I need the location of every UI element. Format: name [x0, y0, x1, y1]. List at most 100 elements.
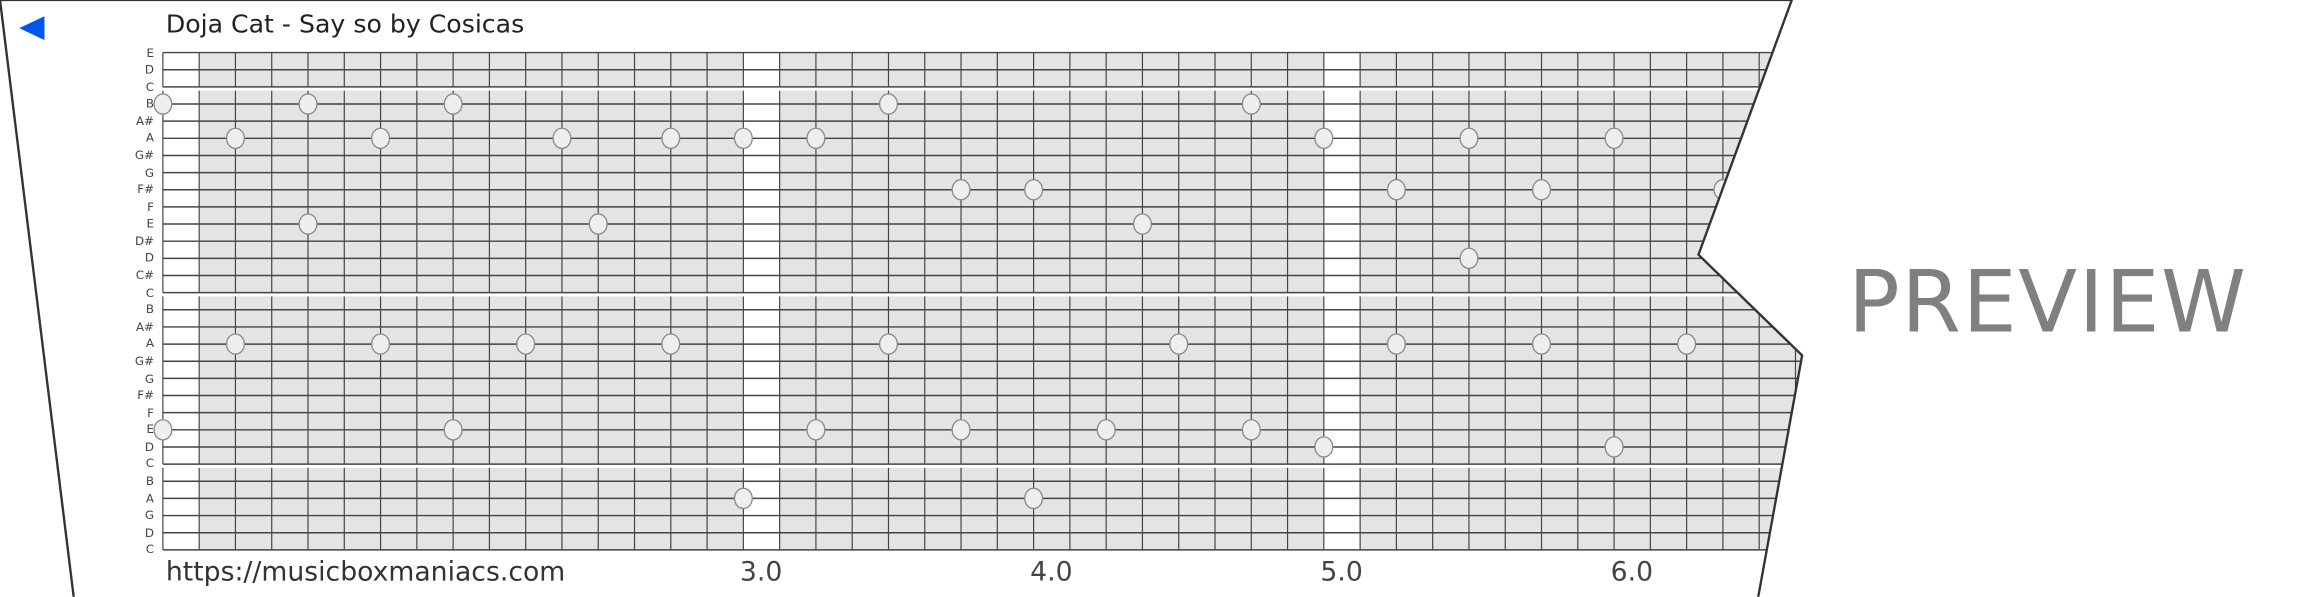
note-hole	[1169, 333, 1189, 355]
pitch-label: C#	[135, 268, 155, 283]
note-hole	[371, 127, 391, 150]
note-hole	[1241, 93, 1261, 115]
strip-outline	[0, 0, 1804, 597]
grid-cell-column	[1722, 467, 1760, 550]
note-hole	[225, 333, 245, 355]
back-arrow-icon[interactable]	[19, 16, 45, 40]
time-tick-label: 5.0	[1320, 556, 1363, 588]
grid-cell-column	[1468, 467, 1506, 550]
note-hole	[1024, 487, 1044, 510]
grid-cell-column	[1505, 296, 1542, 465]
pitch-label: G	[144, 371, 155, 386]
grid-cell-column	[308, 467, 345, 550]
grid-cell-column	[961, 296, 998, 465]
pitch-label: C	[145, 285, 155, 300]
site-url[interactable]: https://musicboxmaniacs.com	[165, 556, 566, 588]
grid-cell-column	[380, 467, 417, 550]
grid-cell-column	[852, 296, 889, 465]
grid-cell-column	[1759, 467, 1796, 550]
grid-cell-column	[1468, 296, 1506, 465]
note-hole	[298, 213, 318, 235]
note-hole	[733, 127, 753, 150]
grid-cell-column	[888, 296, 925, 465]
note-hole	[1241, 419, 1261, 441]
grid-cell-column	[997, 296, 1034, 465]
grid-cell-column	[489, 296, 526, 465]
grid-cell-column	[1251, 296, 1288, 465]
pitch-label: D	[144, 251, 155, 265]
grid-cell-column	[1360, 467, 1397, 550]
grid-cell-column	[1541, 467, 1578, 550]
grid-cell-column	[1033, 296, 1070, 465]
pitch-label: F#	[137, 183, 155, 197]
grid-cell-column	[416, 467, 454, 550]
grid-cell-column	[199, 296, 236, 465]
pitch-label: G#	[134, 148, 155, 163]
grid-cell-column	[1505, 467, 1542, 550]
grid-cell-column	[1214, 467, 1252, 550]
pitch-label: G#	[134, 354, 155, 368]
note-hole	[298, 93, 318, 115]
note-hole	[1677, 333, 1697, 355]
grid-cell-column	[235, 467, 272, 550]
note-hole	[516, 333, 536, 355]
grid-cell-column	[924, 296, 962, 465]
pitch-label: D	[144, 63, 155, 77]
note-hole	[1604, 127, 1624, 150]
note-hole	[1604, 436, 1624, 458]
note-hole	[951, 419, 971, 441]
grid-cell-column	[1795, 90, 1803, 293]
note-hole	[1531, 179, 1552, 201]
grid-cell-column	[1686, 296, 1723, 465]
pitch-label: E	[146, 217, 155, 231]
grid-cell-column	[598, 467, 635, 550]
grid-cell-column	[1069, 296, 1107, 465]
grid-cell-column	[235, 296, 272, 465]
grid-cell-column	[1577, 467, 1615, 550]
note-hole	[806, 419, 826, 441]
time-tick-label: 3.0	[739, 556, 783, 588]
grid-cell-column	[997, 467, 1034, 550]
grid-cell-column	[1795, 296, 1803, 465]
pitch-label: F#	[137, 388, 155, 403]
grid-cell-column	[1142, 296, 1179, 465]
note-hole	[1459, 127, 1479, 150]
pitch-label: C	[145, 457, 155, 471]
song-title: Doja Cat - Say so by Cosicas	[165, 10, 525, 40]
note-hole	[1531, 333, 1552, 355]
grid-cell-column	[634, 467, 671, 550]
pitch-label: E	[146, 45, 155, 60]
grid-cell-column	[815, 467, 853, 550]
grid-cell-column	[1287, 296, 1324, 465]
grid-cell-column	[1614, 467, 1651, 550]
pitch-label: F	[147, 405, 155, 420]
grid-cell-column	[1033, 467, 1070, 550]
pitch-label: D	[144, 440, 155, 454]
grid-cell-column	[1106, 296, 1143, 465]
note-hole	[1024, 179, 1044, 201]
pitch-label: B	[145, 474, 155, 488]
time-tick-label: 6.0	[1610, 556, 1654, 588]
note-hole	[1314, 127, 1334, 150]
pitch-label: D#	[134, 234, 155, 248]
grid-cell-column	[707, 296, 744, 465]
note-hole	[661, 127, 681, 150]
grid-cell-column	[344, 467, 381, 550]
grid-cell-column	[1396, 467, 1433, 550]
note-hole	[371, 333, 391, 355]
note-hole	[1386, 333, 1406, 355]
grid-cell-column	[1178, 296, 1215, 465]
note-hole	[1314, 436, 1334, 458]
grid-cell-column	[1795, 467, 1803, 550]
grid-cell-column	[1686, 467, 1723, 550]
pitch-label: E	[146, 423, 155, 437]
note-hole	[153, 419, 173, 441]
note-hole	[1096, 419, 1116, 441]
pitch-label: A#	[135, 320, 155, 334]
grid-cell-column	[815, 296, 853, 465]
grid-cell-column	[525, 467, 562, 550]
grid-cell-column	[634, 296, 671, 465]
note-hole	[1459, 247, 1479, 270]
